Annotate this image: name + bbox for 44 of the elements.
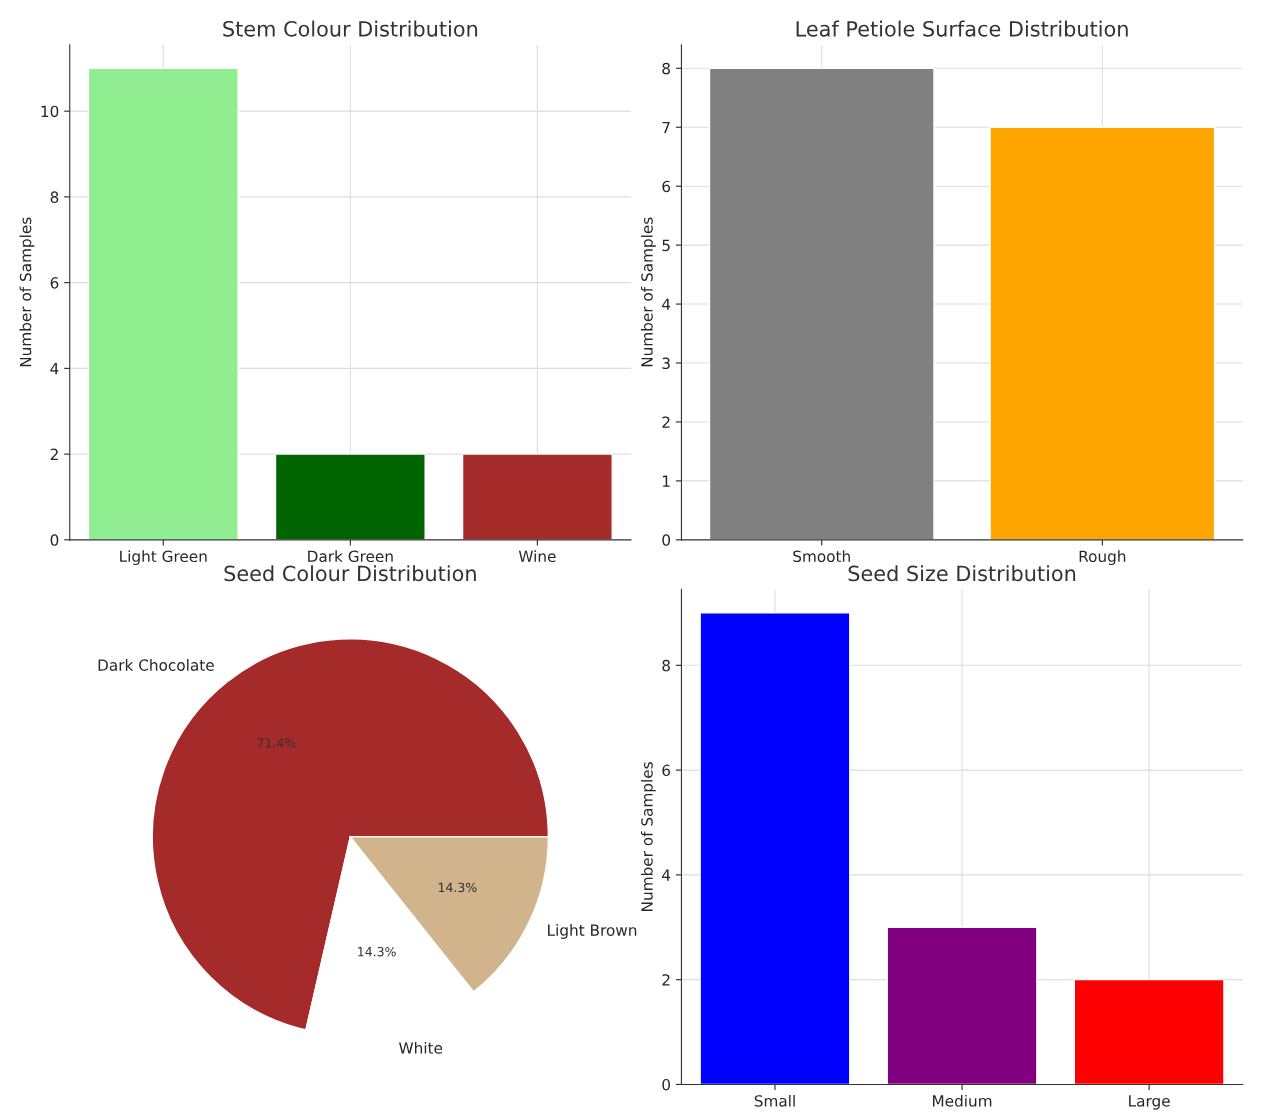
chart-title: Seed Size Distribution: [848, 565, 1076, 582]
chart-title: Seed Colour Distribution: [224, 565, 476, 582]
x-tick-label: Light Green: [120, 550, 207, 566]
data-label: 14.3%: [438, 882, 477, 893]
y-tick-label: 5: [662, 239, 670, 252]
y-tick-label: 6: [662, 180, 671, 193]
x-tick-label: Small: [754, 1094, 795, 1107]
bar: [1073, 978, 1225, 1085]
y-tick-label: 7: [662, 121, 670, 134]
chart-title: Stem Colour Distribution: [223, 20, 478, 37]
y-tick-label: 3: [662, 357, 670, 370]
y-tick-label: 10: [41, 105, 59, 118]
x-tick-label: Large: [1129, 1095, 1170, 1110]
slice-label: Dark Chocolate: [98, 659, 214, 671]
y-tick-label: 1: [662, 475, 670, 487]
y-tick-label: 0: [662, 1078, 671, 1091]
x-tick-label: Medium: [933, 1094, 992, 1107]
y-tick-label: 4: [662, 869, 671, 881]
x-tick-label: Wine: [518, 550, 556, 563]
y-tick-label: 6: [50, 277, 59, 289]
slice-label: White: [399, 1041, 443, 1054]
data-label: 14.3%: [358, 946, 396, 957]
x-tick-label: Smooth: [793, 550, 850, 563]
y-tick-label: 8: [662, 659, 670, 672]
y-axis-title: Number of Samples: [640, 217, 656, 367]
y-axis-title: Number of Samples: [19, 217, 35, 367]
y-tick-label: 2: [662, 416, 670, 428]
chart-title: Leaf Petiole Surface Distribution: [796, 20, 1128, 37]
y-axis-title: Number of Samples: [640, 762, 656, 911]
y-tick-label: 2: [662, 974, 670, 986]
x-tick-label: Dark Green: [308, 550, 393, 563]
x-tick-label: Rough: [1079, 550, 1126, 566]
bar: [699, 612, 851, 1085]
y-tick-label: 2: [50, 448, 58, 460]
y-tick-label: 8: [662, 62, 670, 75]
y-tick-label: 6: [662, 764, 671, 777]
bar: [886, 926, 1038, 1085]
y-tick-label: 0: [662, 534, 671, 546]
y-tick-label: 8: [50, 191, 59, 203]
data-label: 71.4%: [257, 738, 296, 748]
y-tick-label: 0: [50, 534, 59, 546]
y-tick-label: 4: [50, 363, 59, 375]
slice-label: Light Brown: [548, 924, 637, 939]
y-tick-label: 4: [662, 298, 671, 310]
